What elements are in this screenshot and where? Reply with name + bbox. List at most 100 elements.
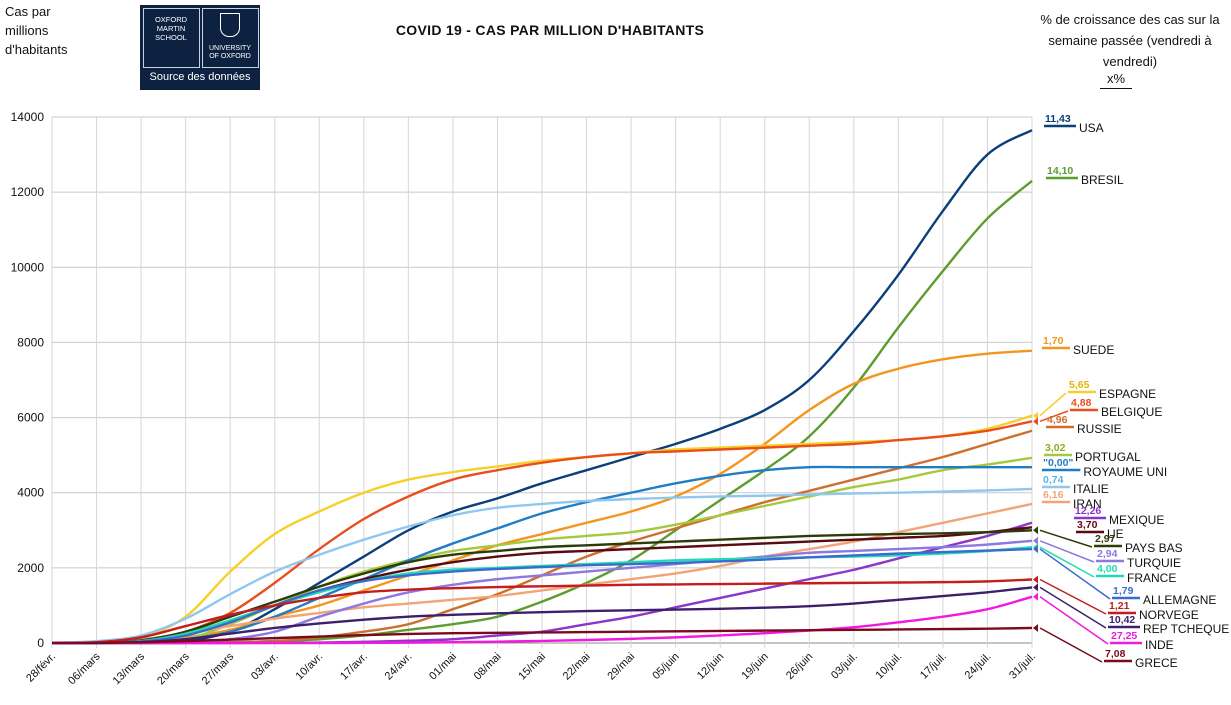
growth-value-usa: 11,43 xyxy=(1045,113,1071,125)
y-tick-label: 14000 xyxy=(11,110,45,124)
series-name-portugal: PORTUGAL xyxy=(1075,450,1141,464)
series-name-norvege: NORVEGE xyxy=(1139,608,1199,622)
crest-icon xyxy=(220,13,240,37)
chart-title: COVID 19 - CAS PAR MILLION D'HABITANTS xyxy=(395,22,705,38)
x-tick-label: 31/juil. xyxy=(1007,651,1038,682)
pointer-france xyxy=(1039,546,1095,578)
growth-value-portugal: 3,02 xyxy=(1045,442,1066,454)
growth-value-suede: 1,70 xyxy=(1043,335,1064,347)
growth-value-royaume-uni: "0,00" xyxy=(1043,457,1073,469)
growth-value-mexique: 12,26 xyxy=(1075,505,1101,517)
x-tick-label: 13/mars xyxy=(111,650,148,687)
growth-value-grece: 7,08 xyxy=(1105,648,1126,660)
logo-oxford-martin-text: OXFORD MARTIN SCHOOL xyxy=(154,15,188,42)
growth-value-ue: 3,70 xyxy=(1077,519,1098,531)
pointer-arrow-grece xyxy=(1033,623,1038,632)
pointer-arrow-norvege xyxy=(1033,575,1038,584)
growth-value-inde: 27,25 xyxy=(1111,630,1137,642)
pointer-arrow-allemagne xyxy=(1033,545,1038,554)
x-tick-label: 06/mars xyxy=(66,650,103,687)
pointer-arrow-belgique xyxy=(1033,417,1038,426)
series-line-allemagne xyxy=(51,547,1033,645)
series-name-mexique: MEXIQUE xyxy=(1109,513,1164,527)
growth-value-espagne: 5,65 xyxy=(1069,379,1090,391)
y-tick-label: 2000 xyxy=(17,561,44,575)
series-name-allemagne: ALLEMAGNE xyxy=(1143,593,1216,607)
x-tick-label: 24/juil. xyxy=(963,651,994,682)
series-name-turquie: TURQUIE xyxy=(1127,556,1181,570)
series-line-pays-bas xyxy=(51,529,1033,645)
series-name-ue: UE xyxy=(1107,527,1124,541)
series-line-inde xyxy=(52,595,1033,645)
x-tick-label: 08/mai xyxy=(472,651,504,683)
series-name-grece: GRECE xyxy=(1135,656,1178,670)
growth-value-norvege: 1,21 xyxy=(1109,600,1130,612)
growth-value-russie: 4,96 xyxy=(1047,414,1068,426)
x-tick-label: 20/mars xyxy=(155,650,192,687)
y-tick-label: 0 xyxy=(37,636,44,650)
series-name-suede: SUEDE xyxy=(1073,343,1114,357)
growth-value-pays-bas: 2,97 xyxy=(1095,533,1116,545)
series-name-russie: RUSSIE xyxy=(1077,422,1122,436)
growth-value-turquie: 2,94 xyxy=(1097,548,1118,560)
series-name-espagne: ESPAGNE xyxy=(1099,387,1156,401)
oxford-logo: OXFORD MARTIN SCHOOL UNIVERSITY OF OXFOR… xyxy=(140,5,260,90)
x-tick-label: 10/juil. xyxy=(874,651,905,682)
y-tick-label: 12000 xyxy=(11,185,45,199)
x-tick-label: 10/avr. xyxy=(294,651,326,683)
series-line-norvege xyxy=(51,578,1033,645)
x-tick-label: 22/mai xyxy=(561,651,593,683)
pointer-turquie xyxy=(1039,540,1095,563)
y-tick-label: 8000 xyxy=(17,335,44,349)
growth-value-italie: 0,74 xyxy=(1043,474,1064,486)
x-tick-label: 17/juil. xyxy=(918,651,949,682)
pointer-belgique xyxy=(1039,410,1069,423)
x-tick-label: 03/avr. xyxy=(249,651,281,683)
y-tick-label: 6000 xyxy=(17,411,44,425)
series-name-france: FRANCE xyxy=(1127,571,1176,585)
series-name-belgique: BELGIQUE xyxy=(1101,405,1162,419)
logo-university-text: UNIVERSITY OF OXFORD xyxy=(208,45,251,60)
series-labels: 11,43 USA 14,10 BRESIL 1,70 SUEDE 5,65 ESPAGNE 4… xyxy=(1033,113,1229,670)
growth-value-iran: 6,16 xyxy=(1043,489,1064,501)
x-tick-label: 26/juin xyxy=(784,651,815,682)
series-line-espagne xyxy=(51,414,1033,645)
y-axis-label: Cas par millions d'habitants xyxy=(5,4,68,57)
series-name-royaume-uni: ROYAUME UNI xyxy=(1083,465,1167,479)
growth-value-france: 4,00 xyxy=(1097,563,1118,575)
series-line-belgique xyxy=(51,420,1033,645)
x-axis-ticks: 28/févr. 06/mars 13/mars 20/mars 27/mars 03/a… xyxy=(24,650,1038,687)
series-line-suede xyxy=(51,349,1033,645)
series-name-inde: INDE xyxy=(1145,638,1174,652)
x-tick-label: 17/avr. xyxy=(338,651,370,683)
logo-right-box xyxy=(202,8,259,68)
x-tick-label: 05/juin xyxy=(650,651,681,682)
pointer-norvege xyxy=(1039,578,1107,615)
growth-value-bresil: 14,10 xyxy=(1047,165,1073,177)
y-axis-ticks: 0 2000 4000 6000 8000 10000 12000 14000 xyxy=(11,110,45,650)
series-name-rep-tcheque: REP TCHEQUE xyxy=(1143,622,1229,636)
x-tick-label: 03/juil. xyxy=(829,651,860,682)
pointer-arrow-inde xyxy=(1033,592,1038,601)
pointer-arrow-pays-bas xyxy=(1033,526,1038,535)
grid-lines xyxy=(51,116,1033,648)
growth-value-rep-tcheque: 10,42 xyxy=(1109,614,1135,626)
series-name-pays-bas: PAYS BAS xyxy=(1125,541,1183,555)
pointer-allemagne xyxy=(1039,548,1111,600)
pointer-arrow-turquie xyxy=(1033,536,1038,545)
series-name-iran: IRAN xyxy=(1073,497,1102,511)
x-tick-label: 24/avr. xyxy=(383,651,415,683)
series-name-bresil: BRESIL xyxy=(1081,173,1124,187)
pointer-pays-bas xyxy=(1039,529,1093,548)
series-line-grece xyxy=(51,626,1033,645)
x-tick-label: 29/mai xyxy=(605,651,637,683)
pointer-rep-tcheque xyxy=(1039,586,1107,629)
series-line-italie xyxy=(51,487,1033,645)
series-name-usa: USA xyxy=(1079,121,1104,135)
growth-unit-label: x% xyxy=(1100,70,1132,89)
y-tick-label: 4000 xyxy=(17,486,44,500)
pointer-inde xyxy=(1039,596,1109,645)
series-line-rep-tcheque xyxy=(51,586,1033,645)
growth-value-allemagne: 1,79 xyxy=(1113,585,1134,597)
